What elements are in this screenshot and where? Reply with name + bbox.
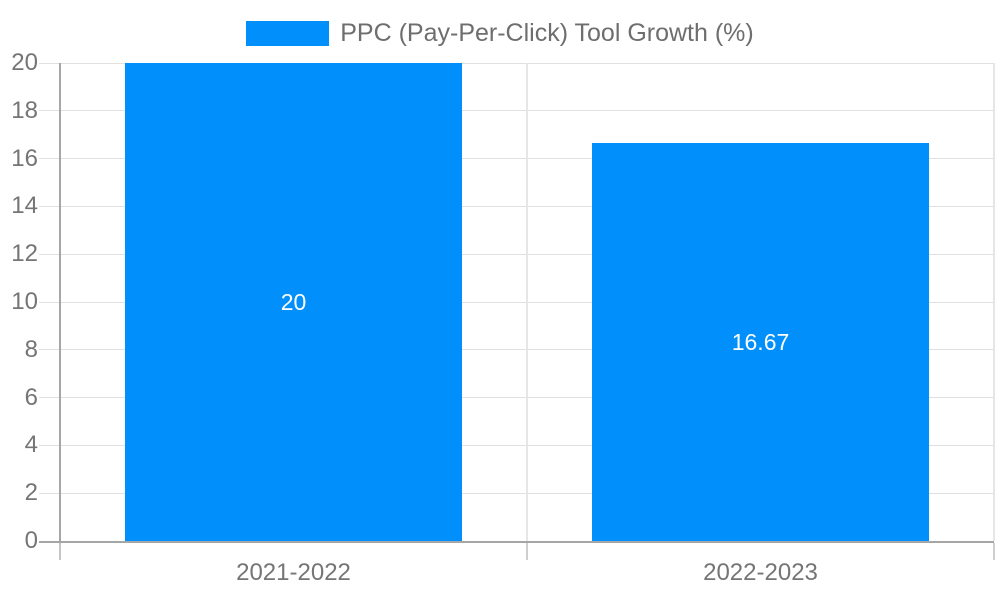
x-axis-tick [993,543,995,560]
y-gridline [39,62,994,64]
x-gridline [993,63,995,541]
y-axis-bottom-tick [59,543,61,560]
y-tick-label: 10 [11,288,38,315]
legend[interactable]: PPC (Pay-Per-Click) Tool Growth (%) [0,17,1000,49]
y-gridline [39,444,994,446]
y-tick-label: 4 [24,431,38,459]
x-axis-tick [526,543,528,560]
y-tick-label: 2 [24,479,38,507]
x-gridline [526,63,528,541]
legend-label: PPC (Pay-Per-Click) Tool Growth (%) [340,19,754,47]
y-tick-label: 8 [24,335,38,363]
y-tick-label: 12 [11,240,38,268]
y-tick-label: 6 [24,383,38,411]
bar-value-label: 16.67 [731,328,790,355]
y-gridline [39,397,994,399]
bar-value-label: 20 [280,289,307,315]
y-gridline [39,253,994,255]
y-tick-label: 0 [24,527,38,554]
y-tick-label: 16 [11,144,38,172]
y-tick-label: 20 [11,49,38,76]
y-gridline [39,349,994,351]
x-tick-label: 2021-2022 [236,559,351,586]
y-gridline [39,205,994,207]
bar [125,63,462,541]
legend-swatch-icon [246,20,330,46]
y-tick-label: 14 [11,192,38,220]
bar [592,142,929,541]
y-gridline [39,158,994,160]
y-tick-label: 18 [11,96,38,124]
x-tick-label: 2022-2023 [703,559,818,586]
y-gridline [39,492,994,494]
y-gridline [39,110,994,112]
x-axis-line [39,541,994,543]
y-axis-line [59,63,61,541]
y-gridline [39,301,994,303]
